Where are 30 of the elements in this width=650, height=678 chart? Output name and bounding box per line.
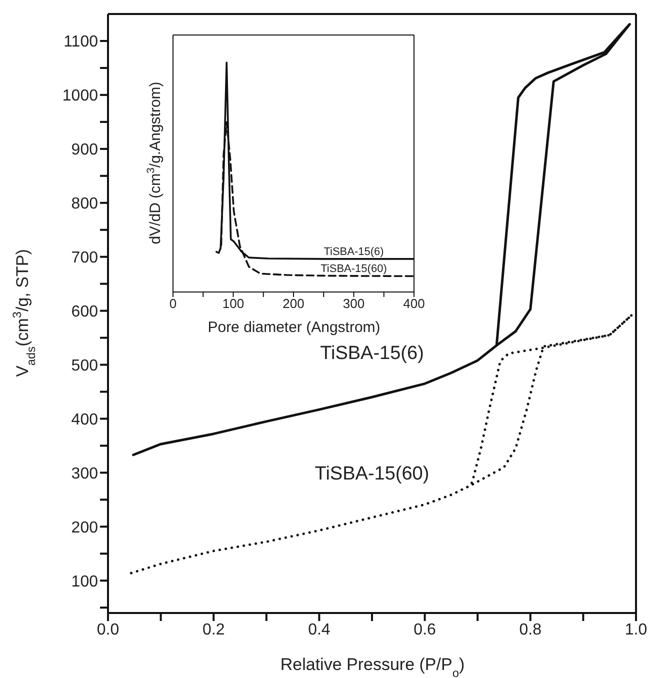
series-label: TiSBA-15(6) (320, 343, 424, 364)
x-tick-label: 0.2 (202, 621, 225, 638)
series-label: TiSBA-15(60) (314, 463, 430, 484)
y-tick-label: 100 (71, 573, 98, 590)
series-label: TiSBA-15(6) (324, 246, 384, 258)
x-tick-label: 0 (169, 296, 177, 312)
x-tick-label: 200 (282, 296, 304, 312)
x-axis-title: Pore diameter (Angstrom) (208, 319, 380, 336)
y-tick-label: 1100 (64, 34, 98, 51)
x-tick-label: 0.8 (519, 621, 542, 638)
y-tick-label: 600 (71, 303, 98, 320)
x-tick-label: 1.0 (624, 621, 648, 638)
x-axis-title: Relative Pressure (P/P$_{o}$) (280, 655, 465, 678)
series-label: TiSBA-15(60) (320, 262, 387, 275)
y-tick-label: 900 (71, 142, 98, 159)
y-tick-label: 400 (71, 411, 98, 428)
y-tick-label: 200 (71, 519, 98, 536)
line-series (132, 23, 631, 456)
y-tick-label: 700 (71, 250, 98, 267)
x-tick-label: 300 (342, 296, 365, 312)
x-tick-label: 0.6 (414, 621, 436, 638)
x-tick-label: 0.0 (96, 621, 120, 638)
y-tick-label: 800 (71, 196, 98, 213)
x-tick-label: 0.4 (308, 621, 330, 638)
x-tick-label: 100 (222, 296, 244, 312)
y-tick-label: 500 (71, 357, 98, 374)
line-series (130, 313, 634, 574)
y-tick-label: 300 (71, 465, 98, 482)
x-tick-label: 400 (403, 296, 425, 312)
y-tick-label: 1000 (62, 88, 98, 105)
